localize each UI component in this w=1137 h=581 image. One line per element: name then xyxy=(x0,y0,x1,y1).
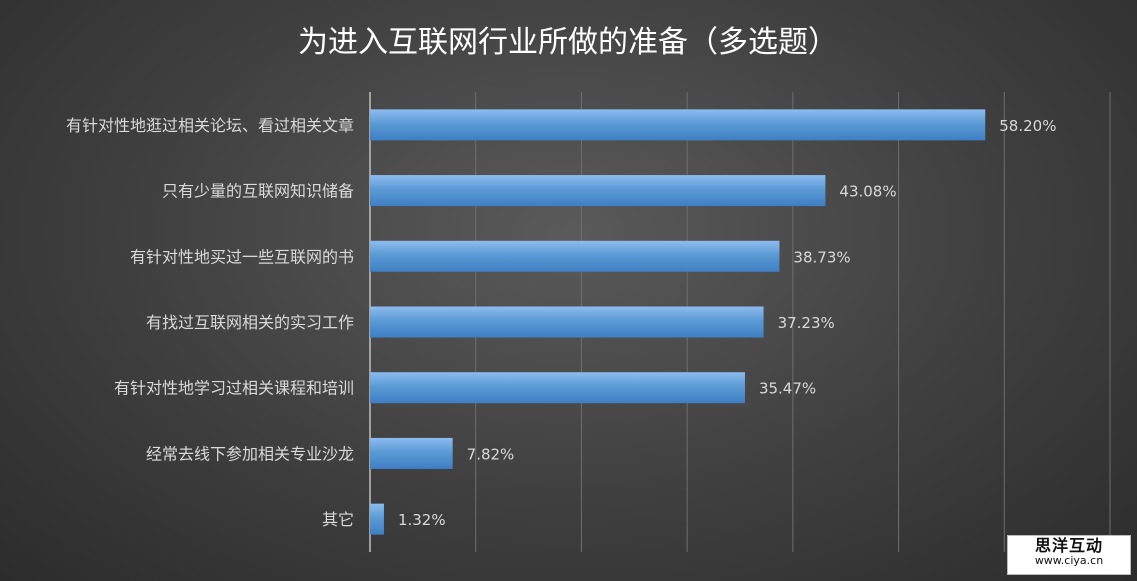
category-label: 有针对性地学习过相关课程和培训 xyxy=(114,379,354,398)
category-label: 其它 xyxy=(322,510,354,529)
watermark-url: www.ciya.cn xyxy=(1034,553,1104,567)
category-label: 有针对性地逛过相关论坛、看过相关文章 xyxy=(66,116,354,135)
bar xyxy=(370,372,745,404)
bar xyxy=(370,503,384,535)
watermark-logo: 思洋互动 www.ciya.cn xyxy=(1007,535,1131,575)
value-label: 38.73% xyxy=(793,248,850,266)
category-label: 只有少量的互联网知识储备 xyxy=(162,182,354,201)
category-label: 有针对性地买过一些互联网的书 xyxy=(130,247,354,266)
category-label: 经常去线下参加相关专业沙龙 xyxy=(146,444,354,463)
value-label: 7.82% xyxy=(467,445,515,463)
chart-title: 为进入互联网行业所做的准备（多选题） xyxy=(298,25,838,60)
value-label: 35.47% xyxy=(759,380,816,398)
value-label: 1.32% xyxy=(398,511,446,529)
value-label: 58.20% xyxy=(999,117,1056,135)
bar xyxy=(370,240,780,272)
value-label: 43.08% xyxy=(839,183,896,201)
watermark-name: 思洋互动 xyxy=(1034,536,1103,555)
category-label: 有找过互联网相关的实习工作 xyxy=(146,313,354,332)
bar xyxy=(370,306,764,338)
bar xyxy=(370,437,453,469)
bar xyxy=(370,109,986,141)
bar xyxy=(370,175,826,207)
bars xyxy=(370,109,986,535)
value-labels: 58.20% 43.08% 38.73% 37.23% 35.47% 7.82% 1.32% xyxy=(398,117,1057,529)
category-labels: 有针对性地逛过相关论坛、看过相关文章只有少量的互联网知识储备有针对性地买过一些互… xyxy=(66,116,354,529)
value-label: 37.23% xyxy=(778,314,835,332)
